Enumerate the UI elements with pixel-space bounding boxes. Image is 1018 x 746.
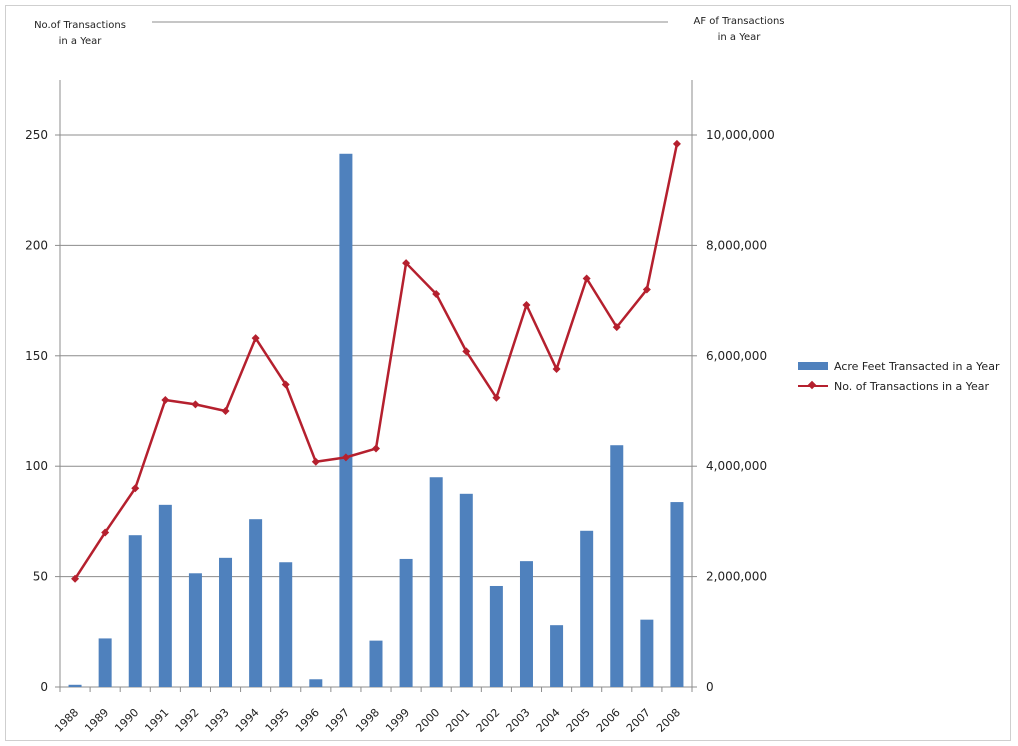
right-tick-label: 0 [706,680,714,694]
legend-item-line: No. of Transactions in a Year [798,376,999,396]
line-point-1999 [402,259,411,268]
line-point-1991 [161,395,170,404]
bar-1990 [128,535,142,687]
legend: Acre Feet Transacted in a Year No. of Tr… [798,356,999,396]
right-tick-label: 8,000,000 [706,238,767,252]
line-point-1997 [341,453,350,462]
left-tick-label: 250 [25,128,48,142]
x-tick-label: 1993 [203,706,232,735]
legend-line-swatch [798,380,828,391]
x-tick-label: 1996 [293,706,322,735]
x-tick-label: 1992 [173,706,202,735]
bar-1989 [98,638,112,687]
line-point-2008 [672,139,681,148]
x-tick-label: 1999 [383,706,412,735]
legend-item-bars: Acre Feet Transacted in a Year [798,356,999,376]
left-tick-label: 100 [25,459,48,473]
x-tick-label: 1995 [263,706,292,735]
right-axis-title-line2: in a Year [717,32,761,43]
right-axis-title-line1: AF of Transactions [693,16,785,27]
bar-2008 [670,502,684,687]
left-axis-title: No.of Transactions in a Year [15,18,145,50]
x-tick-label: 2008 [654,706,683,735]
bar-2002 [489,585,503,687]
chart-frame [5,5,1011,741]
bar-2007 [640,619,654,687]
line-point-1988 [71,574,80,583]
bar-2005 [580,530,594,687]
right-tick-label: 6,000,000 [706,349,767,363]
bar-2003 [519,561,533,687]
x-tick-label: 2002 [474,706,503,735]
x-tick-label: 2005 [564,706,593,735]
x-tick-label: 1994 [233,706,262,735]
x-tick-label: 2006 [594,706,623,735]
legend-bar-swatch [798,362,828,370]
left-tick-label: 0 [40,680,48,694]
left-tick-label: 150 [25,349,48,363]
x-tick-label: 1988 [52,706,81,735]
bar-1991 [158,504,172,687]
legend-line-label: No. of Transactions in a Year [834,379,990,393]
legend-bar-label: Acre Feet Transacted in a Year [834,359,1000,373]
right-tick-label: 2,000,000 [706,570,767,584]
x-tick-label: 2000 [413,706,442,735]
bar-1996 [309,679,323,687]
bar-1995 [279,562,293,687]
line-point-2000 [432,289,441,298]
bar-1992 [188,573,202,687]
line-point-2004 [552,365,561,374]
bar-1998 [369,640,383,687]
bar-1993 [219,557,233,687]
bar-1999 [399,558,413,687]
right-tick-label: 4,000,000 [706,459,767,473]
x-tick-label: 1991 [142,706,171,735]
x-tick-label: 1990 [112,706,141,735]
bar-2001 [459,493,473,687]
line-point-2003 [522,301,531,310]
bar-1994 [249,519,263,687]
left-axis-title-line2: in a Year [58,36,102,47]
x-tick-label: 2001 [443,706,472,735]
bar-1997 [339,153,353,687]
line-point-1992 [191,400,200,409]
line-point-1998 [372,444,380,453]
line-point-2007 [642,285,651,294]
line-point-1990 [131,484,140,493]
x-tick-label: 1989 [82,706,111,735]
line-point-2005 [582,274,591,283]
x-tick-label: 2007 [624,706,653,735]
left-tick-label: 200 [25,238,48,252]
line-point-1994 [251,334,260,343]
line-point-2001 [462,347,471,356]
x-tick-label: 2004 [534,706,563,735]
line-point-2002 [492,393,501,402]
bar-2004 [550,625,564,687]
right-axis-title: AF of Transactions in a Year [674,14,804,46]
left-tick-label: 50 [33,570,48,584]
bar-2000 [429,477,443,687]
bar-2006 [610,445,624,687]
right-tick-label: 10,000,000 [706,128,775,142]
line-point-1993 [221,407,230,415]
line-point-1996 [311,457,320,466]
line-point-1989 [101,528,110,537]
line-point-1995 [281,380,290,389]
x-tick-label: 1997 [323,706,352,735]
x-tick-label: 1998 [353,706,382,735]
bar-1988 [68,684,82,687]
left-axis-title-line1: No.of Transactions [34,20,126,31]
line-point-2006 [612,323,621,332]
x-tick-label: 2003 [504,706,533,735]
